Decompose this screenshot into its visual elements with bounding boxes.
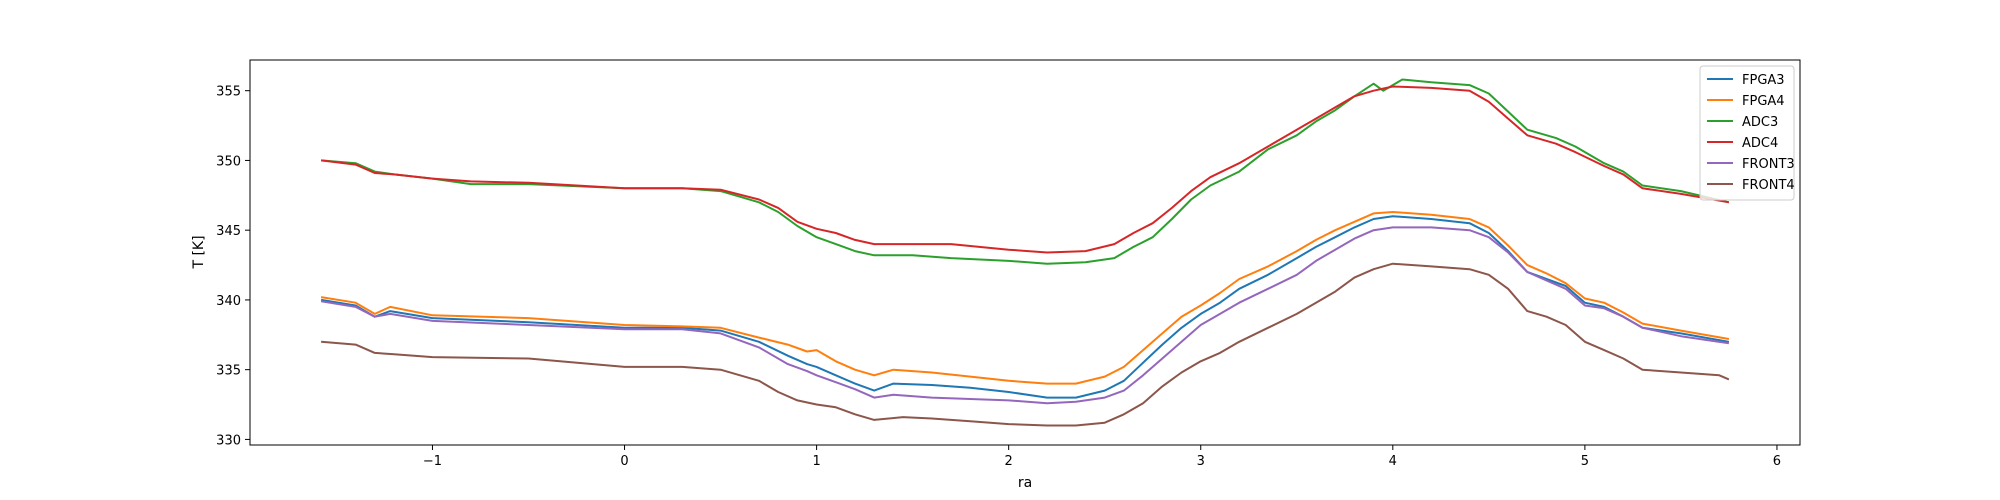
x-tick-label: 3 bbox=[1197, 454, 1205, 469]
x-tick-label: 0 bbox=[620, 454, 628, 469]
series-line-front4 bbox=[321, 262, 1730, 427]
y-tick-label: 350 bbox=[216, 154, 241, 169]
y-tick-label: 345 bbox=[216, 224, 241, 239]
x-axis: −1 0 1 2 3 4 5 6 bbox=[423, 445, 1781, 469]
x-tick-label: 5 bbox=[1581, 454, 1589, 469]
legend-label-adc4: ADC4 bbox=[1742, 136, 1778, 151]
legend-label-front4: FRONT4 bbox=[1742, 178, 1795, 193]
series-line-fpga4 bbox=[320, 211, 1730, 385]
x-tick-label: 6 bbox=[1773, 454, 1781, 469]
x-axis-label: ra bbox=[1018, 475, 1032, 491]
y-tick-label: 355 bbox=[216, 85, 241, 100]
y-tick-label: 330 bbox=[216, 433, 241, 448]
x-tick-label: 1 bbox=[812, 454, 820, 469]
legend-label-front3: FRONT3 bbox=[1742, 157, 1795, 172]
legend-label-fpga3: FPGA3 bbox=[1742, 73, 1785, 88]
y-axis-label: T [K] bbox=[191, 235, 207, 269]
x-tick-label: 4 bbox=[1389, 454, 1397, 469]
legend-label-fpga4: FPGA4 bbox=[1742, 94, 1785, 109]
y-tick-label: 335 bbox=[216, 364, 241, 379]
series-line-front3 bbox=[320, 226, 1730, 405]
legend: FPGA3 FPGA4 ADC3 ADC4 FRONT3 FRONT4 bbox=[1699, 65, 1795, 201]
x-tick-label: 2 bbox=[1005, 454, 1013, 469]
plot-area-frame bbox=[249, 59, 1801, 446]
y-tick-label: 340 bbox=[216, 294, 241, 309]
series-layer bbox=[320, 78, 1730, 427]
series-line-adc4 bbox=[320, 85, 1730, 254]
y-axis: 330 335 340 345 350 355 bbox=[216, 85, 250, 448]
x-tick-label: −1 bbox=[423, 454, 442, 469]
legend-label-adc3: ADC3 bbox=[1742, 115, 1778, 130]
